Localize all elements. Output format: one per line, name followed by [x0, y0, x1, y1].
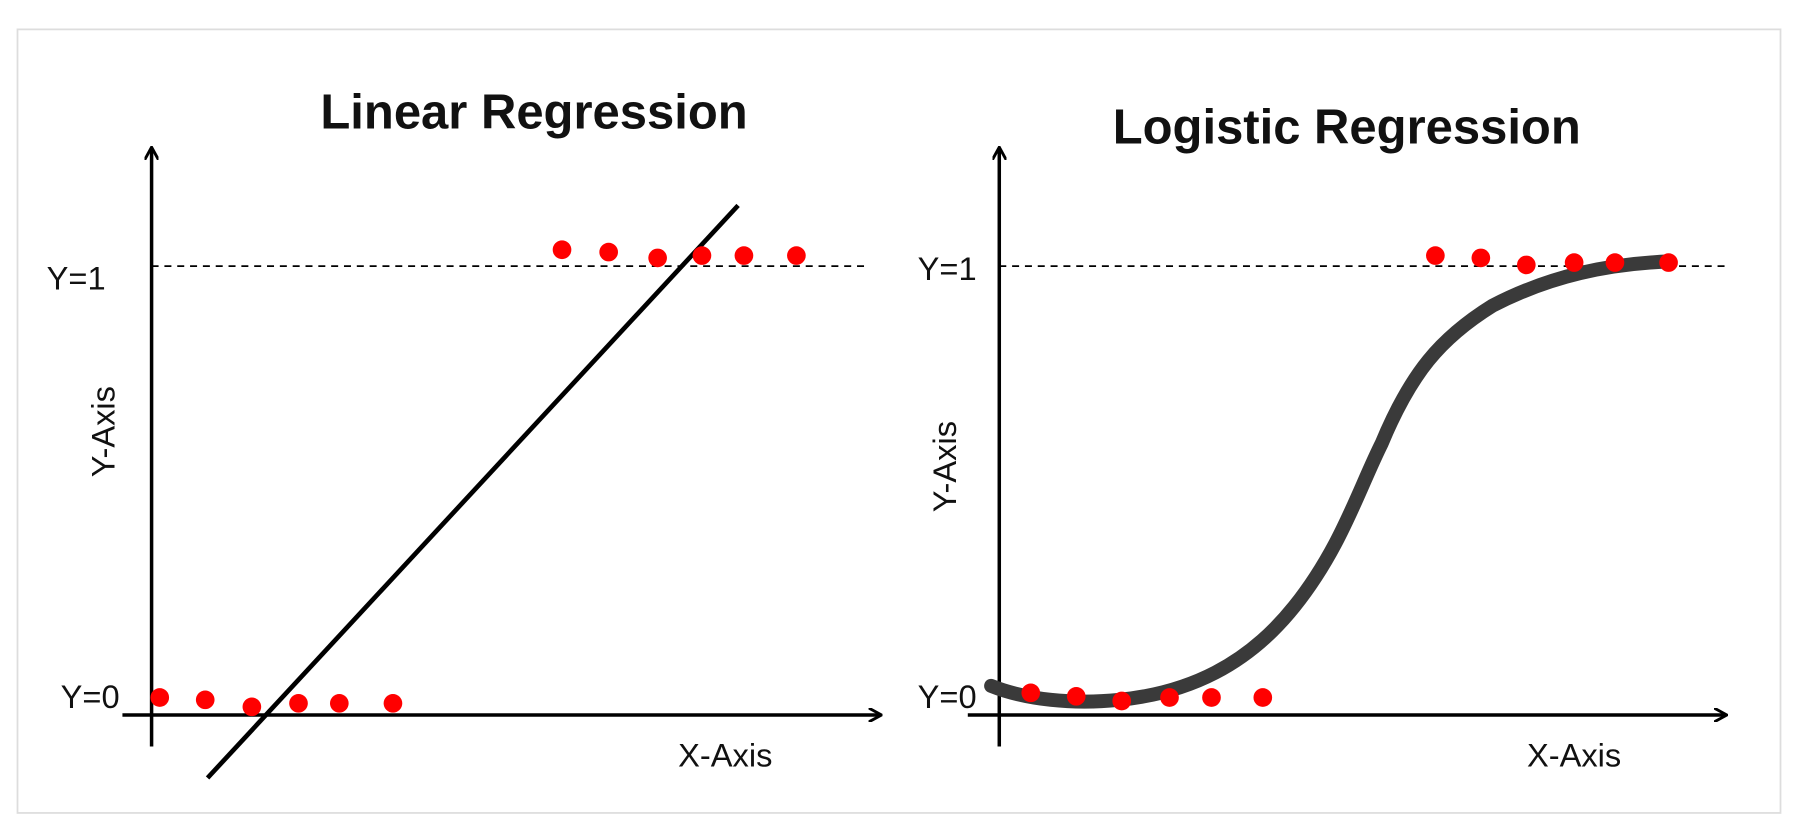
point: [383, 694, 403, 713]
point: [1605, 253, 1625, 272]
frame: [16, 28, 1782, 814]
point: [1066, 687, 1086, 706]
point: [1021, 683, 1041, 703]
point: [1112, 691, 1132, 711]
point: [195, 690, 215, 710]
point: [599, 242, 618, 262]
point: [1253, 688, 1273, 707]
point: [1160, 688, 1179, 707]
point: [1659, 253, 1678, 272]
points: [1021, 246, 1678, 711]
y-axis-label: Y-Axis: [84, 386, 121, 477]
point: [329, 694, 349, 713]
x-axis-label: X-Axis: [1527, 736, 1621, 773]
point: [1516, 255, 1536, 275]
point: [787, 246, 806, 265]
point: [1202, 688, 1221, 707]
point: [552, 240, 572, 260]
point: [289, 694, 308, 713]
regression-line: [205, 203, 740, 780]
point: [242, 697, 262, 717]
linear-panel: Linear Regression Y=1 Y=0 Y-Axis X-Axis: [47, 85, 881, 780]
point: [648, 248, 667, 268]
points: [150, 240, 806, 717]
point: [1564, 253, 1584, 272]
y0-label: Y=0: [918, 678, 977, 715]
point: [692, 246, 712, 265]
point: [1471, 248, 1491, 268]
logistic-panel: Logistic Regression Y=1 Y=0 Y-Axis X-Axi…: [918, 101, 1726, 773]
y0-label: Y=0: [61, 678, 120, 715]
y1-label: Y=1: [918, 250, 977, 287]
point: [150, 688, 170, 707]
x-axis-label: X-Axis: [678, 736, 772, 773]
panel-title: Logistic Regression: [1113, 101, 1581, 155]
y1-label: Y=1: [47, 259, 106, 296]
panel-title: Linear Regression: [320, 85, 747, 139]
point: [1426, 246, 1445, 265]
point: [734, 246, 754, 265]
y-axis-label: Y-Axis: [926, 421, 963, 512]
